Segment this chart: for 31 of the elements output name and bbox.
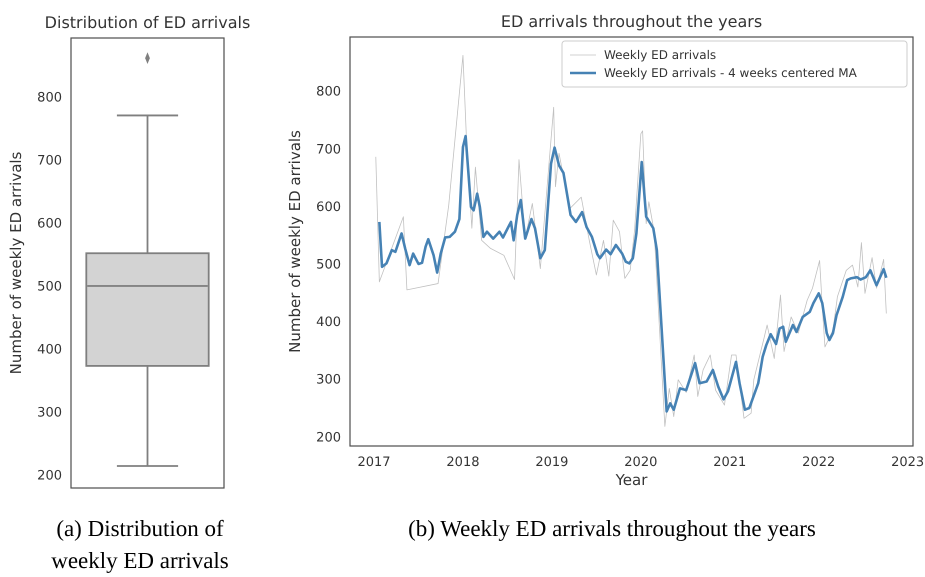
y-axis-title: Number of weekly ED arrivals [7,151,25,374]
chart-title: Distribution of ED arrivals [44,13,250,32]
chart-title: ED arrivals throughout the years [500,12,762,31]
y-tick-label: 300 [316,372,341,388]
x-tick-label: 2021 [713,455,746,470]
y-tick-label: 200 [37,468,62,484]
x-tick-label: 2019 [535,455,568,470]
x-tick-label: 2020 [624,455,658,470]
y-tick-label: 400 [37,342,62,358]
y-tick-label: 700 [37,154,62,169]
text: (b) Weekly ED arrivals throughout the years [408,516,816,541]
text: (a) Distribution of weekly ED arrivals [51,516,229,573]
x-tick-label: 2018 [446,455,480,470]
y-tick-label: 600 [37,216,62,232]
y-tick-label: 200 [316,430,341,446]
y-tick-label: 400 [316,315,341,330]
y-tick-label: 600 [316,200,341,215]
x-tick-label: 2017 [357,455,391,470]
x-tick-label: 2022 [802,455,836,470]
y-axis-title: Number of weekly ED arrivals [286,130,304,353]
line-series [378,134,888,413]
y-tick-label: 800 [316,84,341,100]
y-tick-label: 500 [37,280,62,295]
x-tick-label: 2023 [891,455,924,470]
y-tick-label: 300 [37,405,62,420]
y-tick-label: 500 [316,258,341,273]
y-tick-label: 800 [37,90,62,106]
y-tick-label: 700 [316,142,341,158]
x-axis-title: Year [614,471,648,489]
legend-label: Weekly ED arrivals - 4 weeks centered MA [604,66,858,80]
legend-label: Weekly ED arrivals [604,48,716,62]
